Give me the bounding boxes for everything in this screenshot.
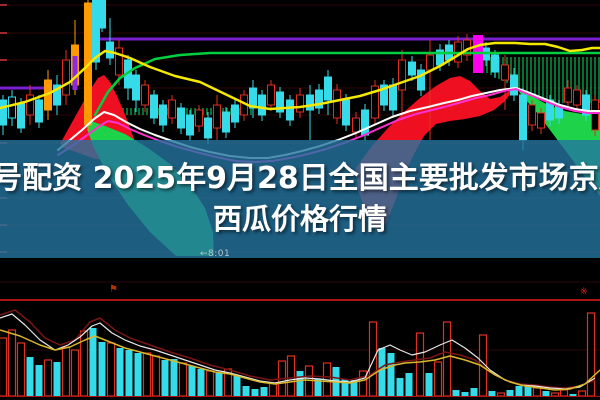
time-label: ←8:01 [200,249,231,259]
headline-line2: 西瓜价格行情 [212,201,387,236]
headline-banner: 1号配资 2025年9月28日全国主要批发市场京欣 西瓜价格行情 [0,140,600,258]
flag-icon: ⚑ [109,284,118,295]
right-marker-icon: ※ [580,287,588,297]
headline-line1: 1号配资 2025年9月28日全国主要批发市场京欣 [0,161,600,197]
